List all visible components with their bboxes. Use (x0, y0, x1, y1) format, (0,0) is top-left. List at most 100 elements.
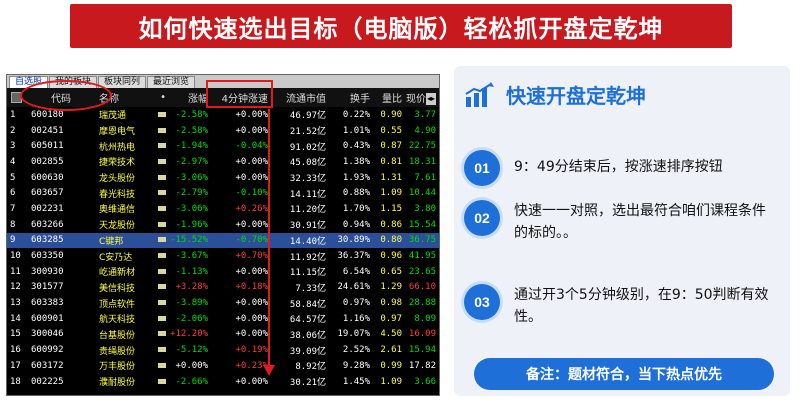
table-row[interactable]: 1 600180 瑞茂通 -2.58% +0.00% 46.97亿 0.22% 0.90 3.7… (7, 107, 439, 123)
flag-icon (158, 111, 166, 117)
step-number-badge: 02 (464, 200, 500, 236)
market-cap: 46.97亿 (289, 111, 326, 122)
turnover-rate: 6.54% (342, 266, 370, 277)
step-text: 通过开3个5分钟级别，在9：50判断有效性。 (514, 287, 769, 325)
table-row[interactable]: 17 603172 万丰股份 +0.00% +0.23% 8.92亿 9.28% 0.99 17… (7, 358, 439, 374)
table-row[interactable]: 4 002855 捷荣技术 -2.97% +0.00% 45.08亿 1.38% 0.81 18… (7, 154, 439, 170)
market-cap: 38.06亿 (289, 330, 326, 341)
quote-table: 代码 名称 • 涨幅 4分钟涨速 流通市值 换手 量比 现价◂▸ 1 600180… (7, 88, 439, 389)
table-row[interactable]: 12 301577 美信科技 +3.28% +0.18% 7.33亿 24.61% 1.29 6… (7, 280, 439, 296)
speed-value: +0.00% (235, 313, 268, 324)
panel-title: 快速开盘定乾坤 (506, 84, 646, 108)
volume-ratio: 2.61 (380, 345, 402, 356)
table-row[interactable]: 8 603266 天龙股份 -1.96% +0.00% 30.91亿 0.94% 0.86 15… (7, 217, 439, 233)
table-row[interactable]: 16 600992 贵绳股份 -5.12% +0.19% 39.09亿 2.52% 2.61 1… (7, 342, 439, 358)
turnover-rate: 2.52% (342, 345, 370, 356)
table-row[interactable]: 6 603657 春光科技 -2.79% -0.10% 14.11亿 0.88% 1.09 10… (7, 185, 439, 201)
annotation-circle-code (20, 80, 112, 111)
volume-ratio: 0.96 (380, 251, 402, 262)
col-header-volume-ratio[interactable]: 量比 (382, 94, 402, 105)
current-price: 8.09 (414, 313, 436, 324)
stock-name: 贵绳股份 (99, 346, 136, 357)
market-cap: 32.33亿 (289, 174, 326, 185)
volume-ratio: 1.15 (380, 203, 402, 214)
table-row[interactable]: 13 603383 顶点软件 -3.89% +0.00% 58.84亿 0.97% 0.98 2… (7, 295, 439, 311)
col-header-price[interactable]: 现价◂▸ (406, 93, 436, 105)
step-text: 9：49分结束后，按涨速排序按钮 (514, 159, 723, 175)
table-row[interactable]: 10 603350 C安乃达 -3.67% +0.70% 11.92亿 36.37% 0.96… (7, 248, 439, 264)
row-index: 11 (10, 266, 21, 277)
turnover-rate: 1.45% (342, 376, 370, 387)
table-row[interactable]: 15 300046 台基股份 +12.20% +0.00% 38.06亿 19.07% 4.5… (7, 327, 439, 343)
row-index: 13 (10, 298, 21, 309)
flag-icon (158, 253, 166, 259)
table-row[interactable]: 5 600630 龙头股份 -3.06% +0.00% 32.33亿 1.93% 1.31 7.… (7, 170, 439, 186)
change-percent: -15.52% (170, 235, 208, 246)
turnover-rate: 1.70% (342, 203, 370, 214)
tab-sector-list[interactable]: 板块同列 (98, 76, 147, 88)
row-index: 8 (10, 219, 16, 230)
stock-name: 屹通新材 (99, 268, 136, 279)
change-percent: -5.12% (175, 345, 208, 356)
row-flag (153, 358, 169, 374)
market-cap: 11.20亿 (289, 205, 326, 216)
current-price: 18.31 (408, 156, 436, 167)
row-flag (153, 248, 169, 264)
table-row[interactable]: 18 002225 濮耐股份 -2.66% +0.00% 30.21亿 1.45% 1.09 3… (7, 374, 439, 390)
row-index: 3 (10, 141, 16, 152)
stock-code: 300046 (31, 329, 64, 340)
step-item-3: 03 通过开3个5分钟级别，在9：50判断有效性。 (464, 284, 772, 328)
tab-recent[interactable]: 最近浏览 (147, 76, 196, 88)
market-cap: 45.08亿 (289, 158, 326, 169)
turnover-rate: 0.88% (342, 188, 370, 199)
volume-ratio: 1.31 (380, 172, 402, 183)
step-text: 快速一一对照，选出最符合咱们课程条件的标的。。 (514, 203, 766, 241)
table-row[interactable]: 14 600901 航天科技 -2.06% +0.00% 64.57亿 1.16% 0.97 8… (7, 311, 439, 327)
row-index: 12 (10, 282, 21, 293)
table-row[interactable]: 3 605011 杭州热电 -1.94% -0.04% 91.02亿 0.43% 0.87 22… (7, 138, 439, 154)
col-header-dot[interactable]: • (160, 92, 166, 103)
speed-value: +0.00% (235, 156, 268, 167)
turnover-rate: 24.61% (337, 282, 370, 293)
stock-name: 顶点软件 (99, 299, 136, 310)
row-index: 2 (10, 125, 16, 136)
change-percent: -3.67% (175, 251, 208, 262)
stock-name: 龙头股份 (99, 174, 136, 185)
table-row[interactable]: 2 002451 摩恩电气 -2.58% +0.00% 21.52亿 1.01% 0.55 4.… (7, 123, 439, 139)
step-number-badge: 01 (464, 150, 500, 186)
market-cap: 58.84亿 (289, 299, 326, 310)
volume-ratio: 0.99 (380, 360, 402, 371)
table-row[interactable]: 7 002231 奥维通信 -3.06% +0.26% 11.20亿 1.70% 1.15 3.… (7, 201, 439, 217)
row-index: 17 (10, 360, 21, 371)
current-price: 17.82 (408, 360, 436, 371)
col-header-turnover[interactable]: 换手 (350, 94, 370, 105)
change-percent: -3.06% (175, 203, 208, 214)
change-percent: -2.58% (175, 109, 208, 120)
flag-icon (158, 378, 166, 384)
row-flag (153, 170, 169, 186)
stock-name: C安乃达 (99, 252, 133, 263)
row-flag (153, 217, 169, 233)
volume-ratio: 0.80 (380, 235, 402, 246)
stock-name: 捷荣技术 (99, 158, 136, 169)
current-price: 22.75 (408, 141, 436, 152)
col-header-market-cap[interactable]: 流通市值 (286, 94, 326, 105)
speed-value: +0.70% (235, 251, 268, 262)
stock-code: 603657 (31, 188, 64, 199)
volume-ratio: 0.65 (380, 266, 402, 277)
stock-code: 603350 (31, 251, 64, 262)
col-header-speed[interactable]: 4分钟涨速 (221, 94, 268, 105)
flag-icon (158, 143, 166, 149)
table-row[interactable]: 11 300930 屹通新材 -1.13% +0.00% 11.15亿 6.54% 0.65 2… (7, 264, 439, 280)
speed-value: +0.18% (235, 282, 268, 293)
row-flag (153, 264, 169, 280)
change-percent: -1.96% (175, 219, 208, 230)
flag-icon (158, 190, 166, 196)
col-header-change[interactable]: 涨幅 (188, 94, 208, 105)
speed-value: +0.19% (235, 345, 268, 356)
scroll-arrow-icon[interactable]: ◂▸ (426, 93, 436, 105)
stock-code: 002451 (31, 125, 64, 136)
table-row[interactable]: 9 603285 C键邦 -15.52% -0.70% 14.40亿 30.89% 0.80 3… (7, 232, 439, 249)
row-index: 14 (10, 313, 21, 324)
change-percent: +12.20% (170, 329, 208, 340)
